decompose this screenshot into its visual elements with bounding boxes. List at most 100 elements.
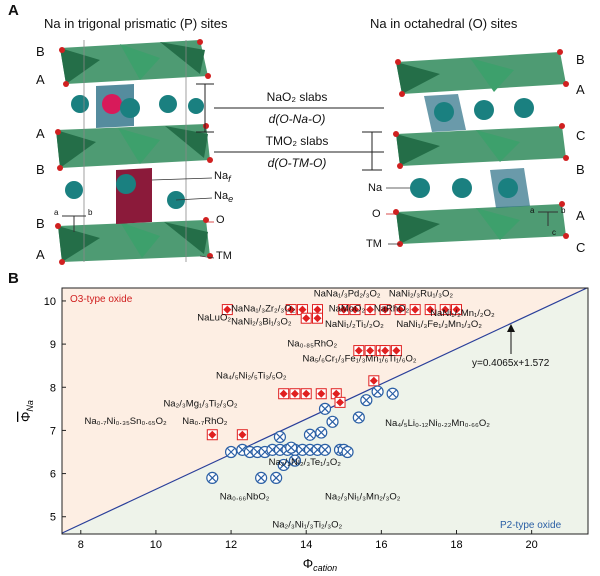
p2-point [360, 394, 373, 407]
compound-label: NaNa₁/₃Pd₂/₃O₂ [314, 289, 381, 300]
x-tick-label: 10 [150, 539, 162, 551]
tmo2-slab-distance: d(O-TM-O) [267, 156, 327, 170]
o3-point [338, 304, 350, 316]
compound-label: Na₀.₇RhO₂ [182, 416, 228, 427]
x-tick-label: 16 [375, 539, 387, 551]
p2-point [255, 471, 268, 484]
o3-point [353, 345, 365, 357]
left-axis-b: b [88, 208, 93, 217]
o3-point [206, 429, 218, 441]
p2-point [352, 411, 365, 424]
compound-label: NaNi₁/₃Fe₁/₃Mn₁/₃O₂ [396, 319, 482, 330]
x-axis-title: Φcation [303, 556, 337, 573]
compound-label: Na₅/₆Cr₁/₃Fe₁/₃Mn₁/₆Ti₁/₆O₂ [302, 353, 416, 364]
o3-point [236, 429, 248, 441]
right-tm-label: TM [366, 238, 382, 250]
o3-point [379, 345, 391, 357]
compound-label: Na₀.₇Ni₀.₃₅Sn₀.₆₅O₂ [85, 416, 167, 427]
compound-label: Na₄/₅Li₀.₁₂Ni₀.₂₂Mn₀.₆₆O₂ [385, 418, 490, 429]
phi-scatter-chart: 8 10 12 14 16 18 20 5 6 7 8 9 10 NaLuO₂NaNa₁/₃Zr₂/₃… [18, 287, 589, 573]
p2-point [326, 415, 339, 428]
p2-point [206, 471, 219, 484]
p2-point [386, 387, 399, 400]
p2-point [315, 426, 328, 439]
o3-region-label: O3-type oxide [70, 294, 133, 305]
panel-a-label: A [8, 2, 19, 19]
y-tick-label: 6 [50, 469, 56, 481]
right-na-label: Na [368, 182, 383, 194]
o3-point [315, 388, 327, 400]
o3-point [368, 375, 380, 387]
right-axis-b: b [561, 206, 566, 215]
o3-point [278, 388, 290, 400]
compound-label: NaMoO₂ [329, 304, 366, 315]
y-axis-ticks: 5 6 7 8 9 10 [44, 296, 66, 524]
compound-label: NaNa₁/₃Zr₂/₃O₂ [231, 304, 296, 315]
x-tick-label: 14 [300, 539, 312, 551]
o3-point [364, 345, 376, 357]
left-layer-3: A [36, 126, 45, 141]
o3-point [300, 312, 312, 324]
compound-label: NaNi₂/₃Ru₁/₃O₂ [389, 289, 454, 300]
right-o3-structure [386, 49, 569, 247]
p2-region-label: P2-type oxide [500, 520, 562, 531]
y-tick-label: 7 [50, 425, 56, 437]
o3-point [349, 304, 361, 316]
o3-points-group [206, 304, 462, 441]
compound-label: NaLuO₂ [197, 312, 231, 323]
left-layer-5: B [36, 216, 45, 231]
p2-point [371, 385, 384, 398]
right-layer-3: C [576, 128, 586, 143]
p2-point [341, 445, 354, 459]
compound-label: Na₂/₃Ni₂/₃Te₁/₃O₂ [269, 457, 342, 468]
o3-point [364, 304, 376, 316]
y-tick-label: 10 [44, 296, 56, 308]
nao2-slab-distance: d(O-Na-O) [268, 112, 326, 126]
p2-point [270, 471, 283, 484]
p2-points-group [206, 385, 399, 484]
fit-equation-label: y=0.4065x+1.572 [472, 358, 550, 369]
left-layer-6: A [36, 247, 45, 262]
compound-label: Na₂/₃Mg₁/₃Ti₂/₃O₂ [163, 399, 237, 410]
o3-point [379, 304, 391, 316]
o3-point [311, 312, 323, 324]
plot-frame [61, 287, 589, 535]
na-e-label: Nae [214, 190, 234, 205]
fit-label-arrowhead [507, 324, 515, 332]
right-o-label: O [372, 208, 381, 220]
compound-label: Na₀.₈₅RhO₂ [287, 338, 337, 349]
o3-point [439, 304, 451, 316]
p2-point [288, 454, 302, 467]
x-tick-label: 18 [450, 539, 462, 551]
p2-point [224, 445, 238, 459]
panel-b-label: B [8, 270, 19, 287]
o3-point [285, 304, 297, 316]
compound-label: Na₄/₅Ni₂/₅Ti₃/₅O₂ [216, 371, 287, 382]
right-axis-a: a [530, 206, 535, 215]
p2-point [303, 428, 317, 441]
compound-label: Na₂/₃Ni₁/₃Mn₂/₃O₂ [325, 491, 401, 502]
crystal-structures-illustration [55, 39, 569, 265]
p2-point [273, 430, 287, 443]
right-layer-4: B [576, 162, 585, 177]
y-tick-label: 9 [50, 339, 56, 351]
left-o-label: O [216, 214, 225, 226]
o3-point [390, 345, 402, 357]
y-axis-title: ΦNa [18, 400, 35, 422]
o3-point [311, 304, 323, 316]
x-tick-label: 12 [225, 539, 237, 551]
compound-label: Na₂/₃Ni₁/₃Ti₂/₃O₂ [272, 520, 342, 531]
o3-point [334, 396, 346, 408]
o3-point [289, 388, 301, 400]
o3-point [300, 388, 312, 400]
left-structure-title: Na in trigonal prismatic (P) sites [44, 16, 228, 31]
left-tm-label: TM [216, 250, 232, 262]
right-layer-2: A [576, 82, 585, 97]
left-layer-2: A [36, 72, 45, 87]
compound-label: Na₀.₆₆NbO₂ [220, 491, 270, 502]
tmo2-slab-label: TMO₂ slabs [265, 134, 329, 148]
compound-label: NaNi₁/₂Ti₁/₂O₂ [325, 319, 384, 330]
slab-bracket-lines [196, 83, 384, 171]
o3-point [394, 304, 406, 316]
